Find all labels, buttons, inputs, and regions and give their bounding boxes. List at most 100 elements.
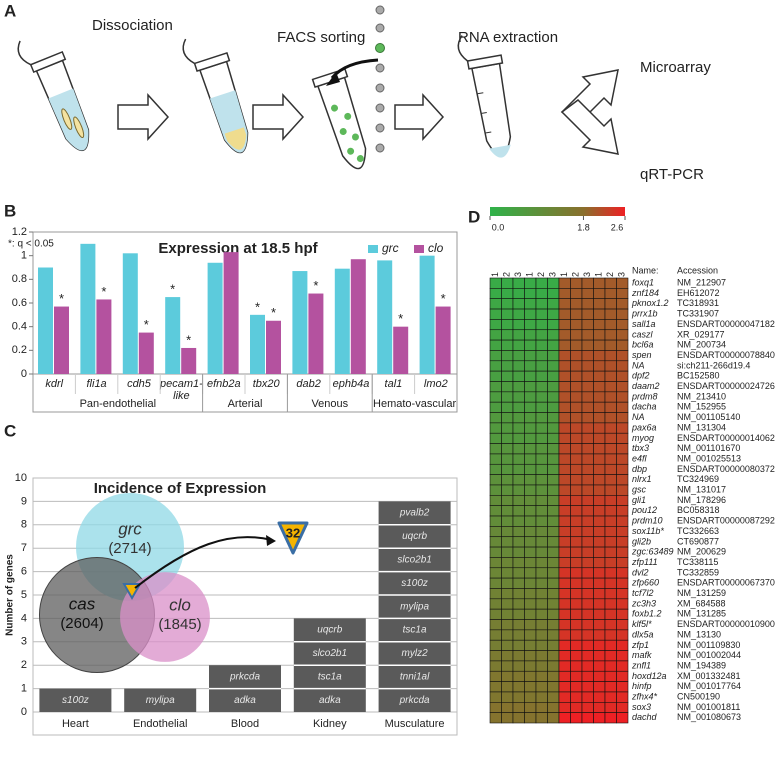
cell xyxy=(344,112,352,120)
panel-label: C xyxy=(4,421,16,440)
heat-cell xyxy=(524,288,537,299)
heat-cell xyxy=(570,536,583,548)
heat-cell xyxy=(558,526,571,538)
gene-name: sall1a xyxy=(632,319,656,329)
heat-cell xyxy=(593,339,606,351)
gene-name: prdm8 xyxy=(631,391,658,401)
heat-cell xyxy=(604,484,617,496)
accession: ENSDART00000010900 xyxy=(677,619,775,629)
heat-cell xyxy=(501,443,514,455)
gene-label: prkcda xyxy=(229,672,260,683)
heat-cell xyxy=(547,422,560,434)
gene-label: adka xyxy=(319,695,341,706)
accession: NM_001105140 xyxy=(677,412,740,422)
heat-cell xyxy=(570,505,583,517)
heat-cell xyxy=(512,681,525,693)
heat-cell xyxy=(570,453,583,465)
heat-cell xyxy=(524,670,537,682)
heat-cell xyxy=(535,629,548,641)
panel-label: A xyxy=(4,1,16,20)
heat-cell xyxy=(604,608,617,620)
heat-cell xyxy=(501,298,514,310)
legend-label: clo xyxy=(428,241,444,255)
heat-cell xyxy=(616,505,629,517)
heat-cell xyxy=(604,381,617,393)
heat-cell xyxy=(489,370,502,382)
heat-cell xyxy=(581,412,594,424)
heat-cell xyxy=(604,526,617,538)
heat-cell xyxy=(524,484,537,496)
heat-cell xyxy=(616,288,629,299)
bar xyxy=(393,326,409,374)
gene-name: dachd xyxy=(632,712,658,722)
heat-cell xyxy=(547,557,560,569)
heat-cell xyxy=(501,412,514,424)
significance-marker: * xyxy=(255,299,260,314)
heat-cell xyxy=(489,526,502,538)
heat-cell xyxy=(501,505,514,517)
output-label: qRT-PCR xyxy=(640,166,704,183)
heat-cell xyxy=(581,702,594,713)
heat-cell xyxy=(581,381,594,393)
heat-cell xyxy=(593,712,606,724)
heat-cell xyxy=(593,588,606,600)
heat-cell xyxy=(524,391,537,403)
heat-cell xyxy=(558,319,571,331)
heat-cell xyxy=(616,453,629,465)
heat-cell xyxy=(593,422,606,434)
gene-name: tcf7l2 xyxy=(632,588,654,598)
legend-swatch xyxy=(368,245,378,253)
heat-cell xyxy=(547,577,560,589)
heat-cell xyxy=(489,546,502,558)
y-tick-label: 5 xyxy=(21,589,27,601)
heat-cell xyxy=(547,712,560,724)
accession: CT690877 xyxy=(677,536,719,546)
heat-cell xyxy=(593,350,606,362)
gene-name: e4fl xyxy=(632,453,648,463)
heat-cell xyxy=(581,650,594,662)
y-tick-label: 10 xyxy=(15,472,27,484)
heat-cell xyxy=(501,557,514,569)
heat-cell xyxy=(604,557,617,569)
row-header: Accession xyxy=(677,265,718,275)
heat-cell xyxy=(512,412,525,424)
heat-cell xyxy=(512,329,525,341)
heat-cell xyxy=(512,288,525,299)
heat-cell xyxy=(489,712,502,724)
heat-cell xyxy=(547,650,560,662)
gene-name: dpf2 xyxy=(632,371,650,381)
heat-cell xyxy=(581,360,594,372)
accession: NM_131017 xyxy=(677,485,726,495)
bar xyxy=(292,271,308,374)
heat-cell xyxy=(593,650,606,662)
tube-cap xyxy=(193,51,231,73)
heat-cell xyxy=(501,526,514,538)
heat-cell xyxy=(604,536,617,548)
heat-cell xyxy=(616,474,629,486)
heat-cell xyxy=(535,650,548,662)
heat-cell xyxy=(512,350,525,362)
heat-cell xyxy=(535,329,548,341)
heat-cell xyxy=(501,339,514,351)
heat-cell xyxy=(489,288,502,299)
colorbar-label: 0.0 xyxy=(492,222,505,232)
heat-cell xyxy=(512,339,525,351)
heat-cell xyxy=(570,557,583,569)
heat-cell xyxy=(535,484,548,496)
heat-cell xyxy=(570,360,583,372)
heat-cell xyxy=(547,681,560,693)
heat-cell xyxy=(512,639,525,651)
heat-cell xyxy=(570,422,583,434)
heat-cell xyxy=(558,567,571,579)
heat-cell xyxy=(604,339,617,351)
y-tick-label: 1 xyxy=(21,683,27,695)
x-tick-label: cdh5 xyxy=(127,378,152,390)
accession: NM_200629 xyxy=(677,547,726,557)
heat-cell xyxy=(547,536,560,548)
significance-marker: * xyxy=(398,311,403,326)
cell xyxy=(339,128,347,136)
heat-cell xyxy=(512,484,525,496)
heat-cell xyxy=(604,660,617,672)
cell xyxy=(375,23,385,33)
heat-cell xyxy=(501,370,514,382)
